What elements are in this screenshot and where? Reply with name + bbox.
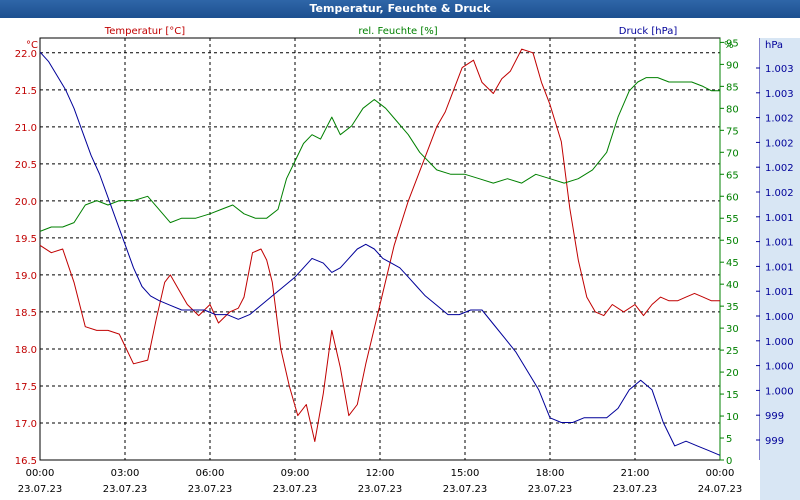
x-tick-date: 23.07.23 — [528, 484, 573, 495]
x-tick-date: 23.07.23 — [103, 484, 148, 495]
x-tick-time: 03:00 — [111, 468, 140, 479]
series-lines — [39, 48, 721, 456]
tick-labels: 00:00 23.07.23 03:00 23.07.23 06:00 23.07.23 0… — [15, 38, 794, 495]
x-tick-time: 18:00 — [536, 468, 565, 479]
humidity-tick: 85 — [726, 82, 739, 93]
pressure-tick: 1.003 — [765, 89, 794, 100]
pressure-tick: 1.000 — [765, 337, 794, 348]
temperature-tick: 19.5 — [15, 234, 37, 245]
series-line-pressure — [39, 51, 721, 456]
pressure-tick: 1.002 — [765, 163, 794, 174]
pressure-tick: 1.003 — [765, 64, 794, 75]
humidity-tick: 50 — [726, 236, 739, 247]
pressure-tick: 999 — [765, 411, 784, 422]
humidity-tick: 35 — [726, 302, 739, 313]
humidity-tick: 20 — [726, 368, 739, 379]
humidity-tick: 0 — [726, 456, 732, 467]
x-tick-date: 23.07.23 — [443, 484, 488, 495]
chart-title: Temperatur, Feuchte & Druck — [0, 0, 800, 18]
temperature-tick: 22.0 — [15, 49, 37, 60]
humidity-tick: 60 — [726, 192, 739, 203]
pressure-tick: 999 — [765, 436, 784, 447]
pressure-tick: 1.000 — [765, 362, 794, 373]
x-tick-time: 15:00 — [451, 468, 480, 479]
humidity-tick: 15 — [726, 390, 739, 401]
humidity-tick: 30 — [726, 324, 739, 335]
temperature-tick: 18.0 — [15, 345, 37, 356]
x-tick-time: 06:00 — [196, 468, 225, 479]
x-tick-time: 00:00 — [706, 468, 735, 479]
x-tick-date: 24.07.23 — [698, 484, 743, 495]
right-strip — [760, 38, 800, 500]
humidity-tick: 90 — [726, 60, 739, 71]
temperature-tick: 20.5 — [15, 160, 37, 171]
temperature-tick: 16.5 — [15, 456, 37, 467]
temperature-tick: 18.5 — [15, 308, 37, 319]
humidity-unit-label: % — [724, 40, 734, 51]
humidity-tick: 10 — [726, 412, 739, 423]
x-tick-date: 23.07.23 — [273, 484, 318, 495]
pressure-tick: 1.000 — [765, 386, 794, 397]
humidity-tick: 55 — [726, 214, 739, 225]
x-tick-date: 23.07.23 — [188, 484, 233, 495]
humidity-tick: 80 — [726, 104, 739, 115]
x-tick-date: 23.07.23 — [18, 484, 63, 495]
humidity-tick: 65 — [726, 170, 739, 181]
x-tick-time: 09:00 — [281, 468, 310, 479]
x-tick-time: 12:00 — [366, 468, 395, 479]
pressure-tick: 1.001 — [765, 213, 794, 224]
temperature-tick: 21.0 — [15, 123, 37, 134]
x-tick-time: 21:00 — [621, 468, 650, 479]
temperature-unit-label: °C — [26, 40, 38, 51]
x-tick-time: 00:00 — [26, 468, 55, 479]
pressure-tick: 1.002 — [765, 114, 794, 125]
x-tick-date: 23.07.23 — [358, 484, 403, 495]
pressure-tick: 1.002 — [765, 138, 794, 149]
temperature-tick: 19.0 — [15, 271, 37, 282]
humidity-tick: 5 — [726, 434, 732, 445]
humidity-tick: 25 — [726, 346, 739, 357]
pressure-tick: 1.001 — [765, 287, 794, 298]
pressure-tick: 1.002 — [765, 188, 794, 199]
pressure-tick: 1.001 — [765, 238, 794, 249]
humidity-tick: 40 — [726, 280, 739, 291]
humidity-tick: 45 — [726, 258, 739, 269]
pressure-tick: 1.000 — [765, 312, 794, 323]
temperature-tick: 17.0 — [15, 419, 37, 430]
humidity-tick: 70 — [726, 148, 739, 159]
series-line-humidity — [39, 77, 720, 232]
series-line-temperature — [39, 48, 720, 442]
pressure-unit-label: hPa — [765, 40, 783, 51]
temperature-axis-title: Temperatur [°C] — [104, 26, 185, 37]
humidity-tick: 75 — [726, 126, 739, 137]
temperature-tick: 21.5 — [15, 86, 37, 97]
pressure-tick: 1.001 — [765, 262, 794, 273]
temperature-tick: 20.0 — [15, 197, 37, 208]
temperature-tick: 17.5 — [15, 382, 37, 393]
humidity-axis-title: rel. Feuchte [%] — [358, 26, 437, 37]
pressure-axis-title: Druck [hPa] — [619, 26, 678, 37]
x-tick-date: 23.07.23 — [613, 484, 658, 495]
humidity-tick: 95 — [726, 38, 739, 49]
